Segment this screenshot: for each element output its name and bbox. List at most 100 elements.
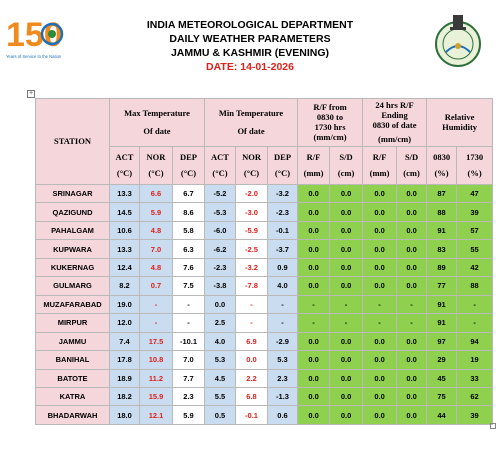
rf24-sd-header: S/D (cm)	[396, 145, 428, 185]
max-act-cell: 12.4	[109, 257, 140, 278]
rf24-sd-cell: 0.0	[396, 257, 428, 278]
rh-0830-cell: 29	[426, 350, 458, 370]
min-dep-cell: -3.2	[267, 183, 299, 204]
max-dep-cell: 6.7	[171, 183, 206, 204]
rf24-sd-cell: 0.0	[396, 368, 428, 388]
min-temp-subtitle: Of date	[237, 126, 265, 137]
rf24-rf-cell: 0.0	[362, 220, 398, 241]
humidity-1730-header: 1730 (%)	[456, 145, 494, 185]
rf24-rf-cell: 0.0	[362, 350, 398, 370]
max-dep-cell: 6.3	[171, 239, 206, 259]
max-nor-cell: 4.8	[139, 257, 173, 278]
table-row: PAHALGAM 10.6 4.8 5.8 -6.0 -5.9 -0.1 0.0 0.0 0.0 0…	[35, 220, 494, 241]
station-name-cell: BHADARWAH	[35, 405, 110, 425]
humidity-title-line1: Relative	[444, 112, 475, 123]
station-name-cell: QAZIGUND	[35, 202, 110, 222]
rf24-rf-header: R/F (mm)	[362, 145, 398, 185]
station-name-cell: GULMARG	[35, 276, 110, 296]
table-resize-handle-icon[interactable]	[490, 423, 496, 429]
station-name-cell: KUPWARA	[35, 239, 110, 259]
rf-sd-cell: 0.0	[329, 257, 364, 278]
max-dep-cell: 7.7	[171, 368, 206, 388]
min-nor-cell: 6.9	[235, 331, 269, 352]
rf-title-line3: 1730 hrs	[314, 122, 346, 133]
table-row: BATOTE 18.9 11.2 7.7 4.5 2.2 2.3 0.0 0.0 0.0 0.0 45…	[35, 368, 494, 388]
min-dep-cell: -2.9	[267, 331, 299, 352]
min-dep-cell: -2.3	[267, 202, 299, 222]
rf24-sd-cell: 0.0	[396, 220, 428, 241]
max-dep-cell: 7.6	[171, 257, 206, 278]
max-act-cell: 12.0	[109, 313, 140, 333]
rf-sd-cell: 0.0	[329, 331, 364, 352]
max-nor-cell: -	[139, 294, 173, 315]
rf-sd-cell: 0.0	[329, 220, 364, 241]
rf-sd-cell: 0.0	[329, 239, 364, 259]
rf24-sd-cell: -	[396, 294, 428, 315]
rh-1730-cell: 55	[456, 239, 494, 259]
max-dep-cell: 8.6	[171, 202, 206, 222]
rh-1730-cell: 39	[456, 405, 494, 425]
min-act-header: ACT (°C)	[204, 145, 237, 185]
rf-rf-cell: 0.0	[297, 386, 331, 407]
min-act-cell: -6.2	[204, 239, 237, 259]
max-act-cell: 18.2	[109, 386, 140, 407]
min-nor-cell: -7.8	[235, 276, 269, 296]
rh-1730-cell: 39	[456, 202, 494, 222]
rf24-sd-cell: -	[396, 313, 428, 333]
rf-rf-cell: 0.0	[297, 183, 331, 204]
rh-0830-cell: 44	[426, 405, 458, 425]
rh-1730-cell: 88	[456, 276, 494, 296]
min-act-cell: 5.5	[204, 386, 237, 407]
rh-0830-cell: 83	[426, 239, 458, 259]
max-act-header: ACT (°C)	[109, 145, 140, 185]
table-move-handle-icon[interactable]: +	[27, 90, 35, 98]
humidity-group-header: Relative Humidity	[426, 98, 494, 147]
rh-0830-cell: 89	[426, 257, 458, 278]
weather-parameters-table: STATION Max Temperature Of date Min Temp…	[35, 98, 494, 425]
min-act-cell: -6.0	[204, 220, 237, 241]
min-nor-cell: 0.0	[235, 350, 269, 370]
max-nor-header: NOR (°C)	[139, 145, 173, 185]
min-nor-cell: -0.1	[235, 405, 269, 425]
min-dep-header: DEP (°C)	[267, 145, 299, 185]
min-dep-cell: -	[267, 294, 299, 315]
rf24-sd-cell: 0.0	[396, 405, 428, 425]
rf24-rf-cell: -	[362, 294, 398, 315]
min-nor-header: NOR (°C)	[235, 145, 269, 185]
min-act-cell: 0.0	[204, 294, 237, 315]
station-name-cell: KATRA	[35, 386, 110, 407]
rf-sd-cell: 0.0	[329, 350, 364, 370]
rf-rf-cell: 0.0	[297, 350, 331, 370]
rf-rf-cell: 0.0	[297, 202, 331, 222]
station-name-cell: JAMMU	[35, 331, 110, 352]
rf24-sd-cell: 0.0	[396, 202, 428, 222]
min-dep-cell: -	[267, 313, 299, 333]
rh-1730-cell: 94	[456, 331, 494, 352]
rf24-rf-cell: 0.0	[362, 386, 398, 407]
max-act-cell: 10.6	[109, 220, 140, 241]
max-nor-cell: 12.1	[139, 405, 173, 425]
table-row: BHADARWAH 18.0 12.1 5.9 0.5 -0.1 0.6 0.0 0.0 0.0 0…	[35, 405, 494, 425]
rh-0830-cell: 97	[426, 331, 458, 352]
table-body: SRINAGAR 13.3 6.6 6.7 -5.2 -2.0 -3.2 0.0 0.0 0.0 0…	[35, 183, 494, 425]
max-nor-cell: 11.2	[139, 368, 173, 388]
min-dep-cell: 0.9	[267, 257, 299, 278]
max-dep-header: DEP (°C)	[171, 145, 206, 185]
rf24-rf-cell: 0.0	[362, 239, 398, 259]
min-act-cell: 4.5	[204, 368, 237, 388]
min-dep-cell: 2.3	[267, 368, 299, 388]
imd-emblem-icon	[435, 15, 481, 67]
rf24-sd-cell: 0.0	[396, 239, 428, 259]
header-department: INDIA METEOROLOGICAL DEPARTMENT	[146, 19, 354, 31]
min-act-cell: 2.5	[204, 313, 237, 333]
max-dep-cell: -10.1	[171, 331, 206, 352]
rf24-rf-cell: 0.0	[362, 368, 398, 388]
rh-1730-cell: 42	[456, 257, 494, 278]
rf-rf-header: R/F (mm)	[297, 145, 331, 185]
station-name-cell: BATOTE	[35, 368, 110, 388]
rh-1730-cell: 33	[456, 368, 494, 388]
min-dep-cell: 0.6	[267, 405, 299, 425]
rf-sd-cell: 0.0	[329, 276, 364, 296]
rf-rf-cell: -	[297, 294, 331, 315]
rh-1730-cell: 19	[456, 350, 494, 370]
